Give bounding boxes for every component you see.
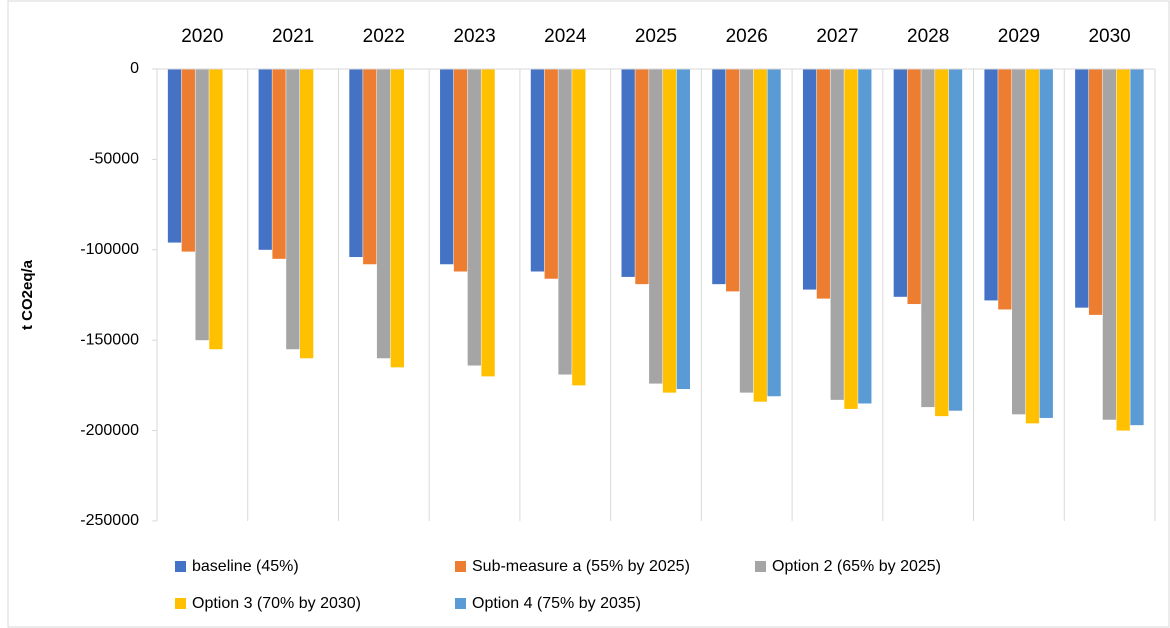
bar <box>390 69 405 368</box>
bar <box>467 69 481 366</box>
bar <box>767 69 781 397</box>
bar <box>1088 69 1103 315</box>
bar <box>258 69 272 250</box>
bar <box>1012 69 1026 415</box>
x-tick-label: 2027 <box>816 26 858 47</box>
bar <box>209 69 223 350</box>
y-tick-label: -100000 <box>80 241 139 258</box>
bar <box>676 69 690 390</box>
bar <box>948 69 963 411</box>
legend-swatch <box>755 561 766 572</box>
bar <box>726 69 740 292</box>
bar <box>907 69 921 305</box>
legend-label: Sub-measure a (55% by 2025) <box>472 558 690 575</box>
bar <box>1116 69 1130 431</box>
bar <box>802 69 817 290</box>
bar <box>530 69 545 272</box>
y-tick-label: 0 <box>130 60 139 77</box>
bar <box>1102 69 1117 420</box>
bar <box>984 69 998 301</box>
bar <box>558 69 572 375</box>
bar <box>1130 69 1144 426</box>
bar <box>893 69 907 297</box>
legend-swatch <box>175 561 186 572</box>
bar <box>1039 69 1053 418</box>
bar <box>544 69 558 279</box>
x-tick-label: 2025 <box>635 26 677 47</box>
bar <box>844 69 858 409</box>
bar <box>858 69 872 404</box>
y-tick-label: -50000 <box>89 151 139 168</box>
bar <box>621 69 635 277</box>
legend-label: Option 2 (65% by 2025) <box>772 558 941 575</box>
y-tick-label: -200000 <box>80 422 139 439</box>
bar <box>998 69 1012 310</box>
legend-swatch <box>455 561 466 572</box>
legend-label: Option 3 (70% by 2030) <box>192 595 361 612</box>
x-tick-label: 2022 <box>363 26 405 47</box>
bar <box>453 69 468 272</box>
x-tick-label: 2030 <box>1088 26 1130 47</box>
x-tick-label: 2029 <box>998 26 1040 47</box>
bar <box>753 69 767 402</box>
bar <box>739 69 754 393</box>
bar <box>1075 69 1089 308</box>
legend-label: baseline (45%) <box>192 558 299 575</box>
bar <box>299 69 314 359</box>
bar <box>272 69 286 259</box>
bar <box>167 69 182 243</box>
bar <box>921 69 935 408</box>
x-tick-label: 2024 <box>544 26 587 47</box>
bar <box>195 69 209 341</box>
y-tick-label: -150000 <box>80 331 139 348</box>
y-axis-title: t CO2eq/a <box>19 259 36 330</box>
bar <box>181 69 195 252</box>
legend-swatch <box>175 598 186 609</box>
bar <box>363 69 377 265</box>
bar <box>572 69 586 386</box>
bar <box>712 69 726 285</box>
bar <box>286 69 300 350</box>
x-tick-label: 2020 <box>181 26 223 47</box>
x-tick-label: 2026 <box>726 26 768 47</box>
bar <box>440 69 454 265</box>
bar <box>635 69 649 285</box>
legend-swatch <box>455 598 466 609</box>
bar <box>1025 69 1040 424</box>
bar <box>816 69 831 299</box>
bar <box>649 69 663 384</box>
bar <box>481 69 495 377</box>
x-tick-label: 2023 <box>453 26 495 47</box>
bar <box>935 69 949 417</box>
bar <box>349 69 363 258</box>
bar <box>662 69 677 393</box>
legend-label: Option 4 (75% by 2035) <box>472 595 641 612</box>
bar <box>830 69 844 400</box>
x-tick-label: 2028 <box>907 26 949 47</box>
y-tick-label: -250000 <box>80 512 139 529</box>
x-tick-label: 2021 <box>272 26 314 47</box>
bar <box>376 69 391 359</box>
